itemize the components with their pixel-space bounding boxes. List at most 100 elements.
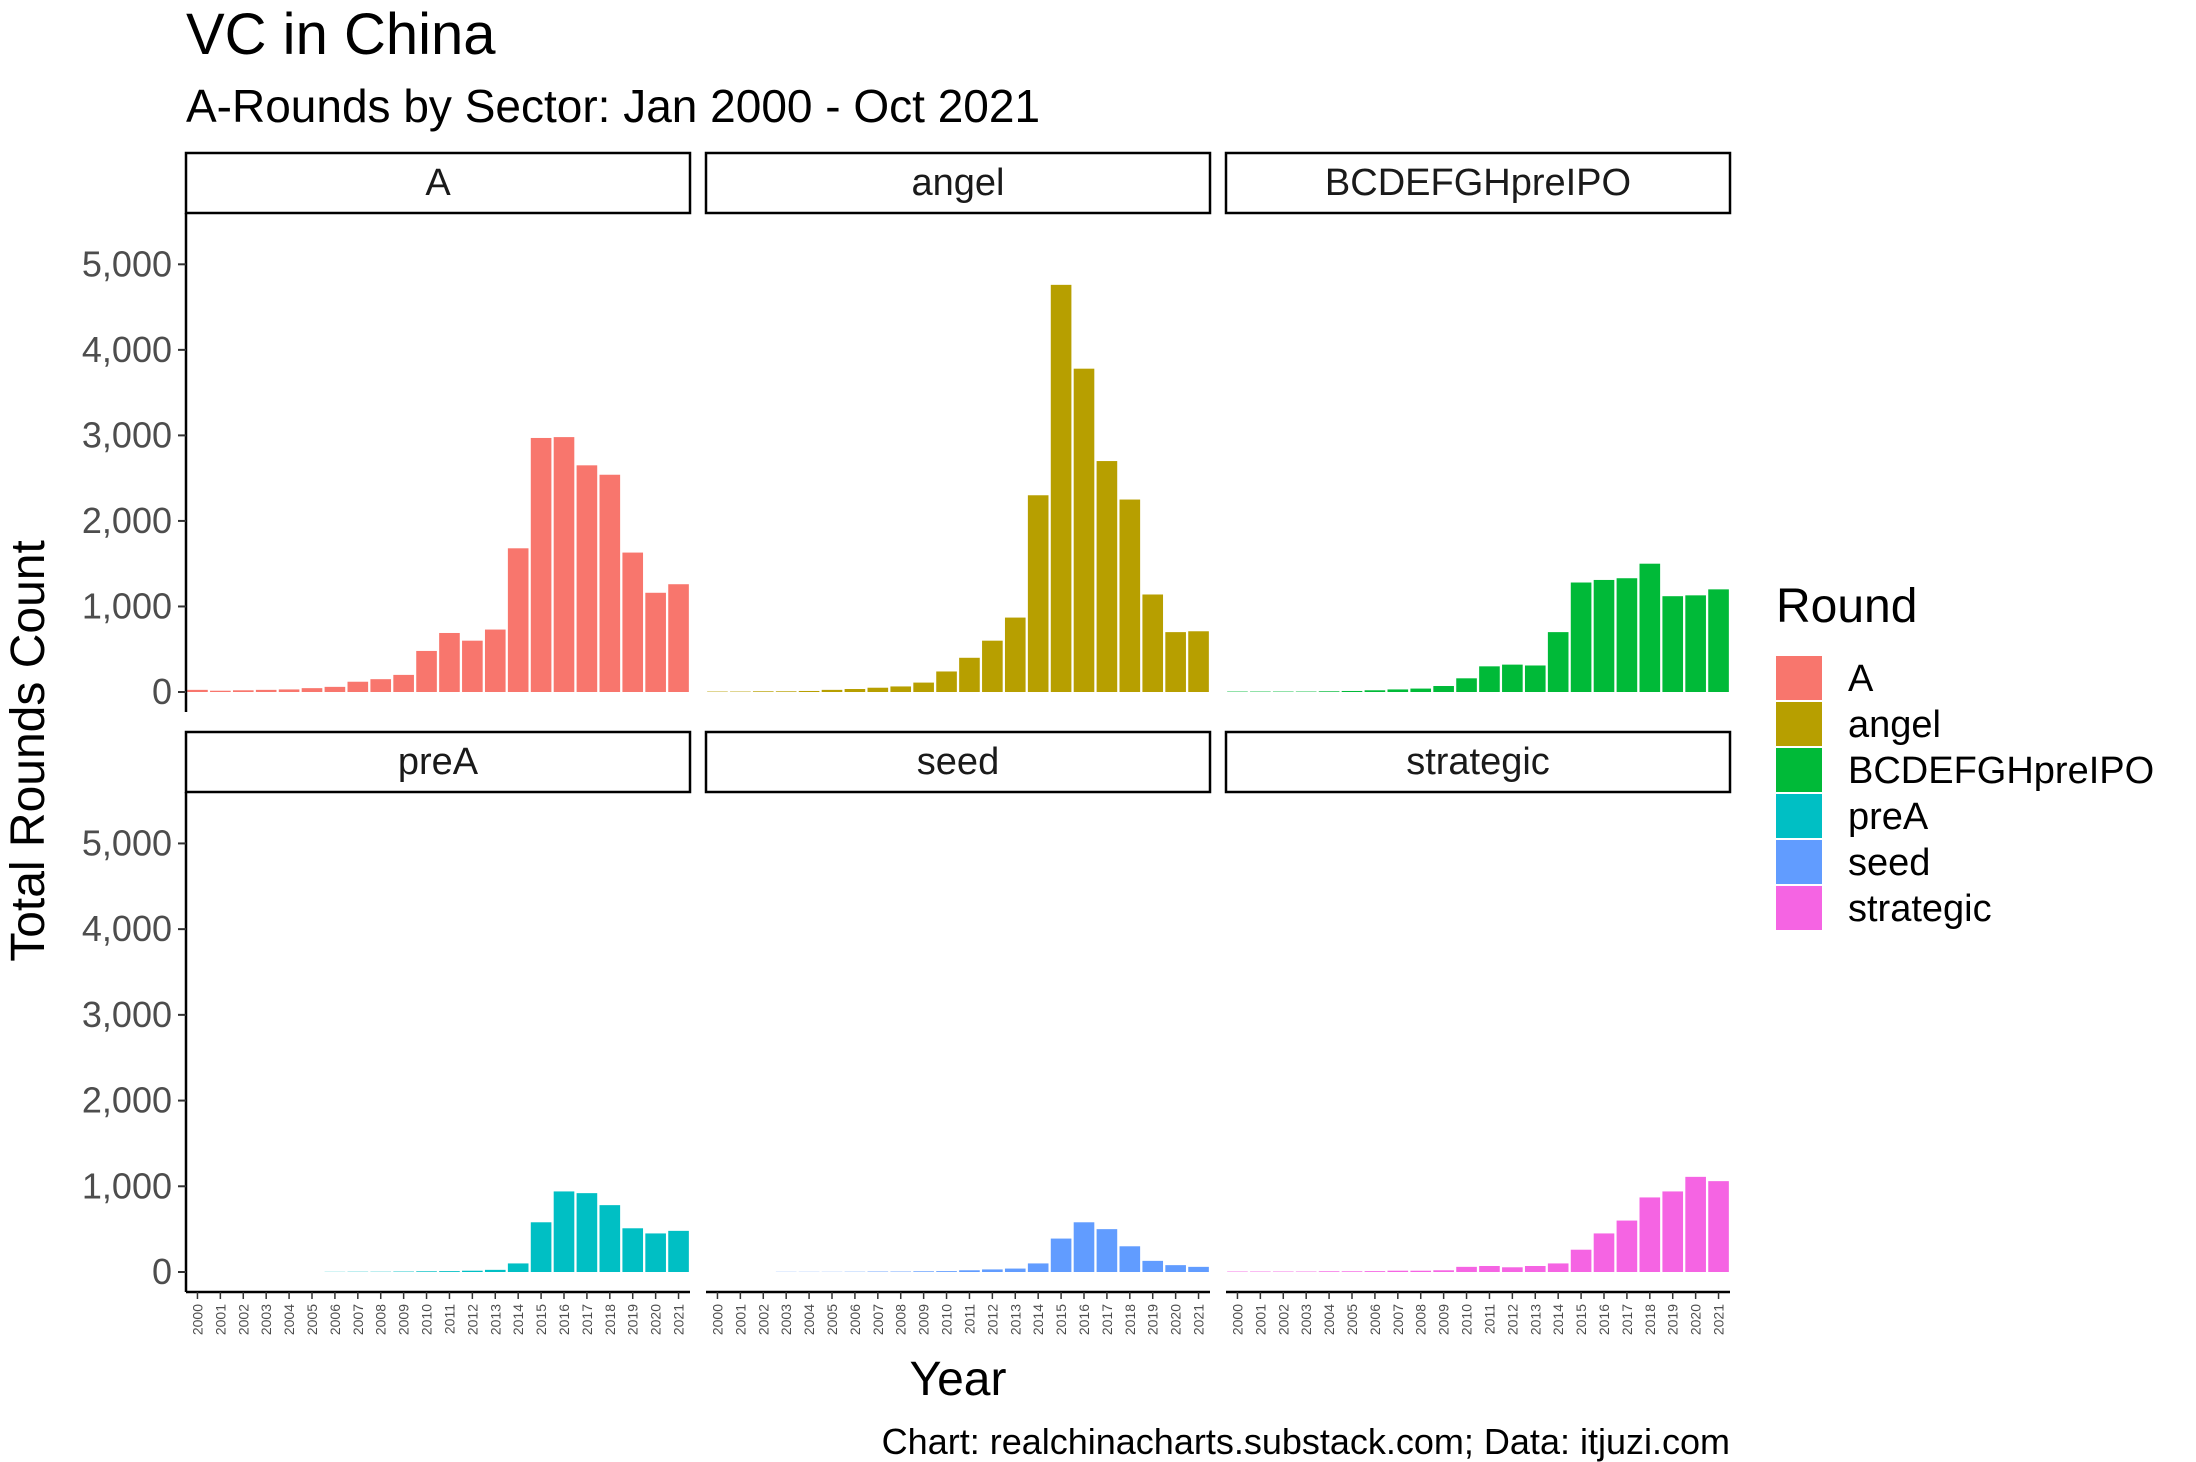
y-tick-label: 5,000 (82, 822, 172, 863)
bar-seed-2017 (1096, 1229, 1118, 1272)
facet-strip-label: seed (917, 741, 999, 783)
facet-strip (1224, 730, 1732, 794)
bar-angel-2021 (1188, 631, 1209, 692)
bar-strategic-2012 (1502, 1267, 1523, 1272)
legend-label-BCDEFGHpreIPO: BCDEFGHpreIPO (1848, 750, 2154, 792)
x-tick-label: 2012 (1504, 1304, 1520, 1335)
bar-preA-2020 (645, 1233, 666, 1272)
bar-preA-2014 (507, 1263, 529, 1272)
bar-preA-2016 (553, 1191, 575, 1272)
x-tick-label: 2013 (487, 1304, 503, 1335)
x-tick-label: 2017 (1099, 1304, 1115, 1335)
x-tick-label: 2020 (648, 1304, 664, 1335)
bar-BCDEFGHpreIPO-2020 (1685, 595, 1706, 692)
facet-strip-label: angel (912, 162, 1005, 204)
x-tick-label: 2014 (1550, 1304, 1566, 1335)
x-tick-label: 2008 (893, 1304, 909, 1335)
facet-strip (184, 151, 692, 215)
x-tick-label: 2001 (1252, 1304, 1268, 1335)
bar-A-2007 (347, 681, 369, 692)
bar-angel-2018 (1119, 499, 1141, 692)
x-tick-label: 2021 (1711, 1304, 1727, 1335)
panel-angel: angel (704, 151, 1212, 692)
legend-key-strategic (1776, 886, 1822, 930)
x-tick-label: 2018 (602, 1304, 618, 1335)
x-tick-label: 2002 (235, 1304, 251, 1335)
bar-A-2010 (416, 650, 437, 692)
x-tick-label: 2002 (1275, 1304, 1291, 1335)
bar-angel-2015 (1050, 284, 1072, 692)
x-tick-label: 2010 (1459, 1304, 1475, 1335)
bar-A-2012 (462, 640, 483, 692)
x-tick-label: 2009 (396, 1304, 412, 1335)
legend-label-angel: angel (1848, 704, 1941, 746)
bar-seed-2012 (982, 1269, 1003, 1272)
bar-angel-2020 (1165, 632, 1186, 692)
bar-A-2020 (645, 592, 666, 692)
x-tick-label: 2000 (709, 1304, 725, 1335)
y-tick-label: 2,000 (82, 500, 172, 541)
bar-angel-2012 (982, 640, 1003, 692)
x-tick-label: 2019 (1145, 1304, 1161, 1335)
bar-angel-2016 (1073, 368, 1095, 692)
legend-key-preA (1776, 794, 1822, 838)
x-tick-label: 2001 (212, 1304, 228, 1335)
chart-caption: Chart: realchinacharts.substack.com; Dat… (882, 1421, 1730, 1462)
bar-strategic-2017 (1616, 1220, 1638, 1272)
bar-A-2002 (232, 690, 254, 692)
bar-BCDEFGHpreIPO-2006 (1364, 690, 1386, 692)
bar-A-2019 (622, 552, 644, 692)
bar-angel-2003 (775, 691, 797, 692)
x-tick-label: 2012 (984, 1304, 1000, 1335)
x-tick-label: 2007 (870, 1304, 886, 1335)
bar-A-2014 (507, 548, 529, 692)
x-tick-label: 2009 (1436, 1304, 1452, 1335)
y-tick-label: 1,000 (82, 1165, 172, 1206)
x-axis-title: Year (910, 1353, 1007, 1406)
bar-strategic-2019 (1662, 1191, 1684, 1272)
bar-seed-2013 (1004, 1268, 1026, 1272)
x-tick-label: 2013 (1007, 1304, 1023, 1335)
x-tick-label: 2017 (579, 1304, 595, 1335)
bar-strategic-2007 (1387, 1270, 1409, 1272)
bar-angel-2014 (1027, 495, 1049, 692)
x-tick-label: 2014 (510, 1304, 526, 1335)
x-tick-label: 2016 (1076, 1304, 1092, 1335)
legend-key-A (1776, 656, 1822, 700)
bar-strategic-2008 (1410, 1270, 1432, 1272)
x-tick-label: 2013 (1527, 1304, 1543, 1335)
bar-A-2017 (576, 465, 598, 692)
x-tick-label: 2004 (801, 1304, 817, 1335)
bar-strategic-2015 (1570, 1249, 1592, 1272)
bar-preA-2015 (530, 1222, 552, 1272)
y-tick-label: 5,000 (82, 243, 172, 284)
bar-A-2005 (301, 688, 323, 692)
bar-preA-2018 (599, 1205, 621, 1272)
bar-strategic-2010 (1456, 1266, 1477, 1272)
bar-angel-2004 (798, 690, 820, 692)
bar-BCDEFGHpreIPO-2018 (1639, 563, 1661, 692)
bar-BCDEFGHpreIPO-2014 (1547, 632, 1569, 692)
bar-angel-2019 (1142, 594, 1164, 692)
bar-angel-2017 (1096, 461, 1118, 692)
bar-A-2018 (599, 474, 621, 692)
x-tick-label: 2010 (939, 1304, 955, 1335)
bar-angel-2008 (890, 686, 912, 692)
legend-label-preA: preA (1848, 796, 1929, 838)
y-tick-label: 0 (152, 671, 172, 712)
legend-label-A: A (1848, 658, 1874, 700)
bar-BCDEFGHpreIPO-2013 (1524, 665, 1546, 692)
x-tick-label: 2000 (1229, 1304, 1245, 1335)
bar-seed-2015 (1050, 1238, 1072, 1272)
x-tick-label: 2008 (373, 1304, 389, 1335)
bar-angel-2002 (752, 691, 774, 692)
bar-A-2015 (530, 437, 552, 692)
x-tick-label: 2014 (1030, 1304, 1046, 1335)
chart-subtitle: A-Rounds by Sector: Jan 2000 - Oct 2021 (186, 80, 1040, 132)
x-tick-label: 2020 (1168, 1304, 1184, 1335)
facet-strip (1224, 151, 1732, 215)
x-tick-label: 2017 (1619, 1304, 1635, 1335)
bar-A-2008 (370, 679, 392, 692)
facet-strip-label: strategic (1406, 741, 1550, 783)
